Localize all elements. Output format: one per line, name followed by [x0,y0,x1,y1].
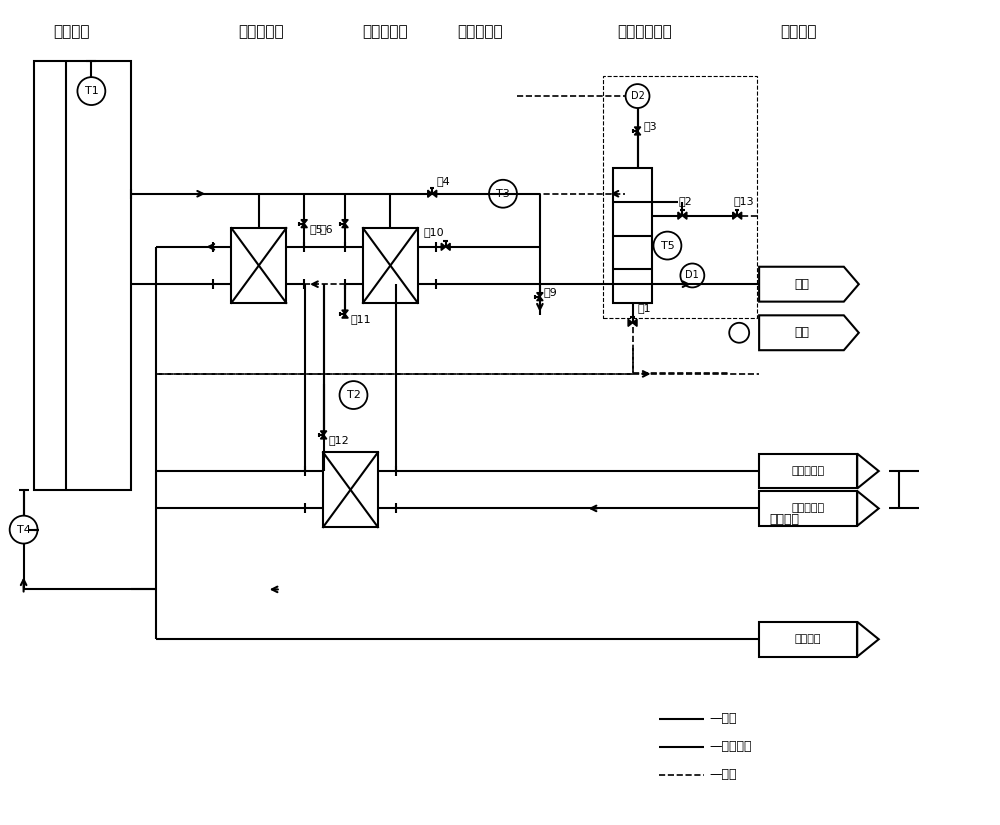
Text: 阀2: 阀2 [678,196,692,205]
Polygon shape [320,435,327,439]
Text: 阀6: 阀6 [319,224,333,233]
Polygon shape [342,224,348,228]
Polygon shape [342,219,348,224]
Text: 阀9: 阀9 [544,286,558,297]
Polygon shape [634,127,641,131]
Polygon shape [301,219,307,224]
Text: 移热介质进: 移热介质进 [792,503,825,513]
Text: 反应装置: 反应装置 [53,24,90,39]
Polygon shape [428,190,432,197]
Text: 阀4: 阀4 [436,176,450,186]
Polygon shape [682,212,687,219]
Text: 输送装置: 输送装置 [781,24,817,39]
Polygon shape [633,319,637,327]
Polygon shape [678,212,682,219]
Text: 移热介质出: 移热介质出 [792,466,825,476]
Bar [603,76,757,318]
Text: 阀12: 阀12 [329,435,349,445]
Text: T5: T5 [661,241,674,251]
Bar [613,168,652,303]
Text: 第二换热器: 第二换热器 [363,24,408,39]
Text: 对外供热: 对外供热 [795,634,821,644]
Polygon shape [342,314,348,318]
Bar [34,61,131,490]
Text: 阀3: 阀3 [644,121,657,131]
Polygon shape [301,224,307,228]
Bar [759,622,857,657]
Polygon shape [733,212,737,219]
Text: 阀10: 阀10 [424,227,444,237]
Polygon shape [537,293,543,297]
Bar [323,452,378,527]
Text: D2: D2 [631,91,644,101]
Text: 第一换热器: 第一换热器 [238,24,284,39]
Bar [759,454,857,488]
Text: 阀5: 阀5 [309,224,323,233]
Text: 阀11: 阀11 [350,314,371,324]
Bar [603,76,757,318]
Polygon shape [446,243,450,251]
Bar [231,229,286,303]
Text: 阀13: 阀13 [733,196,754,205]
Text: D1: D1 [685,271,699,281]
Text: T2: T2 [347,390,360,400]
Text: 原料: 原料 [794,326,809,339]
Text: 移热循环: 移热循环 [769,513,799,526]
Polygon shape [441,243,446,251]
Polygon shape [634,131,641,135]
Polygon shape [537,297,543,300]
Text: 产物: 产物 [794,278,809,290]
Text: T3: T3 [496,189,510,199]
Polygon shape [432,190,437,197]
Text: 阀1: 阀1 [638,303,651,313]
Text: T4: T4 [17,525,31,535]
Text: —原料: —原料 [709,768,737,781]
Text: —移热介质: —移热介质 [709,740,752,753]
Polygon shape [737,212,742,219]
Text: T1: T1 [85,86,98,96]
Bar [759,491,857,526]
Polygon shape [320,431,327,435]
Polygon shape [342,310,348,314]
Text: 原料处理装置: 原料处理装置 [617,24,672,39]
Text: —产物: —产物 [709,713,737,725]
Polygon shape [628,319,633,327]
Bar [363,229,418,303]
Text: 第三换热器: 第三换热器 [457,24,503,39]
